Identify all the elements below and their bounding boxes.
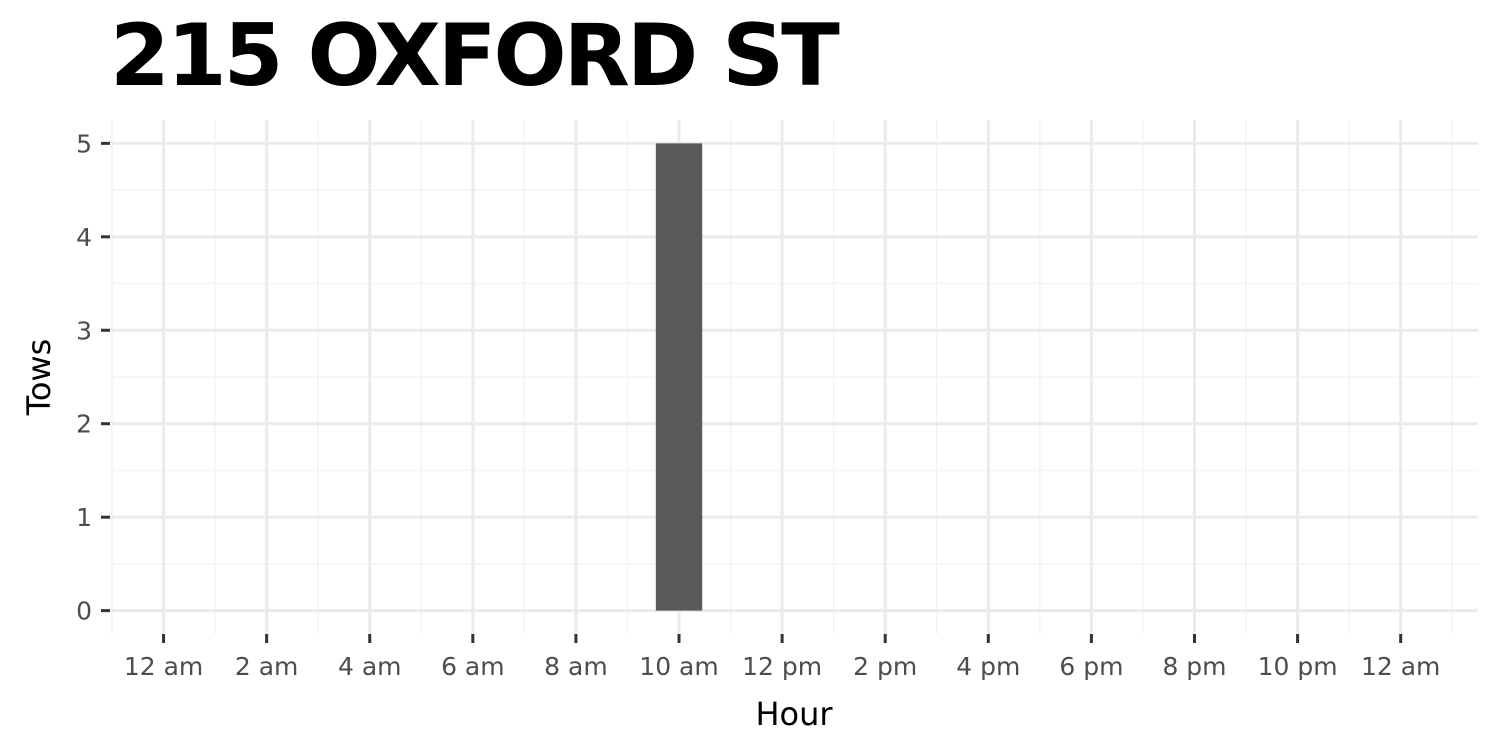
x-tick-label: 12 am xyxy=(1361,652,1440,681)
x-tick-label: 6 pm xyxy=(1059,652,1123,681)
y-tick-label: 2 xyxy=(76,410,92,439)
x-tick-label: 10 pm xyxy=(1258,652,1338,681)
x-tick-label: 4 pm xyxy=(956,652,1020,681)
y-tick-label: 4 xyxy=(76,223,92,252)
y-axis-title: Tows xyxy=(20,339,58,417)
grid-lines xyxy=(111,120,1478,634)
y-tick-label: 0 xyxy=(76,597,92,626)
bars xyxy=(655,143,703,611)
y-tick-label: 1 xyxy=(76,503,92,532)
x-tick-label: 2 am xyxy=(235,652,299,681)
x-axis-title: Hour xyxy=(755,695,833,733)
x-tick-label: 6 am xyxy=(441,652,505,681)
y-tick-label: 3 xyxy=(76,316,92,345)
x-tick-label: 2 pm xyxy=(853,652,917,681)
x-tick-label: 12 pm xyxy=(742,652,822,681)
x-tick-label: 8 pm xyxy=(1162,652,1226,681)
x-tick-label: 12 am xyxy=(124,652,203,681)
x-tick-label: 8 am xyxy=(544,652,608,681)
x-tick-label: 10 am xyxy=(639,652,718,681)
bar-10am xyxy=(655,143,703,611)
y-tick-label: 5 xyxy=(76,129,92,158)
x-tick-label: 4 am xyxy=(338,652,402,681)
chart-title: 215 OXFORD ST xyxy=(110,6,840,106)
axis-ticks: 12 am 2 am 4 am 6 am 8 am 10 am 12 pm 2 pm 4 pm 6… xyxy=(76,129,1440,681)
